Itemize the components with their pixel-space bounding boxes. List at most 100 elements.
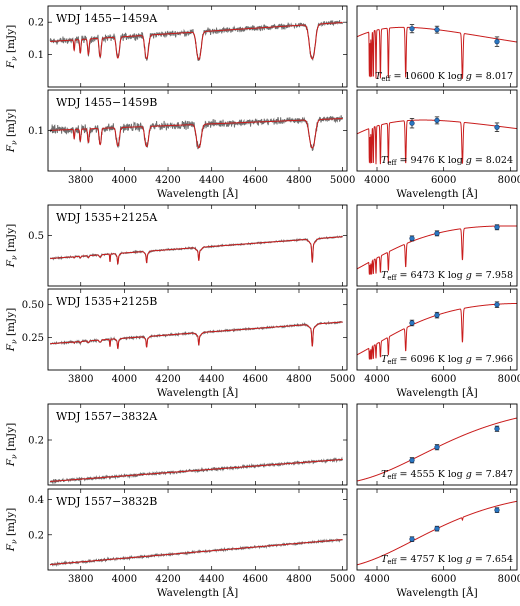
teff-logg-label: Teff = 6096 K log g = 7.966 xyxy=(381,354,513,366)
spectrum-xtick-label: 4800 xyxy=(286,175,311,186)
spectrum-xtick-label: 3800 xyxy=(68,175,93,186)
spectrum-ytick-label: 0.2 xyxy=(28,530,44,541)
logg-value: = 7.847 xyxy=(472,469,513,480)
sed-photometry-point xyxy=(434,444,440,450)
y-label-symbol: F xyxy=(5,343,17,352)
teff-value: = 6096 K log xyxy=(397,354,466,365)
spectrum-xtick-label: 4400 xyxy=(199,175,224,186)
model-spectrum xyxy=(50,539,343,566)
y-label-unit: [mJy] xyxy=(5,308,17,340)
sed-xtick-label: 4000 xyxy=(364,175,389,186)
teff-subscript: eff xyxy=(387,358,397,366)
model-spectrum xyxy=(50,458,343,482)
spectrum-panel-1455A: 0.1 0.2 WDJ 1455−1459A Fν [mJy] xyxy=(5,5,348,88)
sed-xtick-label: 4000 xyxy=(364,574,389,585)
spectrum-xtick-label: 3800 xyxy=(68,574,93,585)
spectrum-frame xyxy=(47,204,348,287)
teff-symbol: T xyxy=(381,354,388,365)
teff-logg-label: Teff = 4757 K log g = 7.654 xyxy=(381,554,513,566)
y-label-unit: [mJy] xyxy=(5,109,17,141)
spectrum-xtick-label: 4000 xyxy=(112,175,137,186)
spectrum-xtick-label: 4000 xyxy=(112,374,137,385)
y-label-subscript: ν xyxy=(10,539,19,544)
logg-symbol: g xyxy=(466,155,472,166)
sed-photometry-point xyxy=(409,120,415,126)
spectrum-ytick-label: 0.5 xyxy=(28,231,44,242)
y-label-symbol: F xyxy=(5,543,17,552)
y-label-subscript: ν xyxy=(10,339,19,344)
spectrum-frame xyxy=(47,403,348,486)
spectrum-panel-1535B: 0.25 0.50 3800 4000 4200 4400 4600 4800 5000 WDJ … xyxy=(5,288,355,385)
spectrum-frame xyxy=(47,288,348,371)
logg-value: = 8.024 xyxy=(472,155,513,166)
logg-symbol: g xyxy=(466,554,472,565)
y-label-unit: [mJy] xyxy=(5,508,17,540)
panel-title: WDJ 1557−3832B xyxy=(56,495,157,508)
logg-symbol: g xyxy=(466,270,472,281)
logg-symbol: g xyxy=(466,354,472,365)
sed-frame xyxy=(356,5,518,88)
sed-xtick-label: 4000 xyxy=(364,374,389,385)
spectrum-xtick-label: 4200 xyxy=(155,574,180,585)
sed-frame xyxy=(356,488,518,571)
y-axis-label: Fν [mJy] xyxy=(5,508,19,553)
spectrum-xtick-label: 4400 xyxy=(199,374,224,385)
sed-panel-1557A: Teff = 4555 K log g = 7.847 xyxy=(356,403,518,486)
model-spectrum xyxy=(50,118,343,149)
spectrum-panel-1535A: 0.5 WDJ 1535+2125A Fν [mJy] xyxy=(5,204,348,287)
panel-title: WDJ 1455−1459B xyxy=(56,96,157,109)
y-label-subscript: ν xyxy=(10,454,19,459)
spectrum-xtick-label: 4200 xyxy=(155,374,180,385)
y-label-subscript: ν xyxy=(10,140,19,145)
sed-photometry-point xyxy=(409,235,415,242)
sed-frame xyxy=(356,204,518,287)
x-axis-label-sed: Wavelength [Å] xyxy=(396,186,477,200)
y-label-subscript: ν xyxy=(10,56,19,61)
y-label-unit: [mJy] xyxy=(5,423,17,455)
spectrum-xtick-label: 4800 xyxy=(286,574,311,585)
y-axis-label: Fν [mJy] xyxy=(5,423,19,468)
sed-panel-1557B: 4000 6000 8000 Teff = 4757 K log g = 7.654 xyxy=(356,488,520,585)
sed-panel-1455B: 4000 6000 8000 Teff = 9476 K log g = 8.024 xyxy=(356,89,520,186)
sed-xtick-label: 6000 xyxy=(431,175,456,186)
teff-logg-label: Teff = 4555 K log g = 7.847 xyxy=(381,469,513,481)
spectrum-xtick-label: 4600 xyxy=(243,175,268,186)
spectrum-frame xyxy=(47,488,348,571)
logg-value: = 7.966 xyxy=(472,354,513,365)
spectrum-xtick-label: 4600 xyxy=(243,374,268,385)
teff-subscript: eff xyxy=(387,274,397,282)
spectrum-xtick-label: 4200 xyxy=(155,175,180,186)
spectrum-ytick-label: 0.2 xyxy=(28,18,44,29)
y-label-symbol: F xyxy=(5,458,17,467)
spectrum-ytick-label: 0.1 xyxy=(28,50,44,61)
spectrum-xtick-label: 3800 xyxy=(68,374,93,385)
x-axis-label-sed: Wavelength [Å] xyxy=(396,385,477,399)
spectrum-ytick-label: 0.25 xyxy=(22,333,44,344)
teff-value: = 10600 K log xyxy=(390,71,465,82)
y-axis-label: Fν [mJy] xyxy=(5,224,19,269)
panel-title: WDJ 1557−3832A xyxy=(56,410,158,423)
spectrum-xtick-label: 5000 xyxy=(330,175,355,186)
spectrum-xtick-label: 5000 xyxy=(330,374,355,385)
spectrum-xtick-label: 4400 xyxy=(199,574,224,585)
spectrum-ytick-label: 0.2 xyxy=(28,436,44,447)
spectrum-frame xyxy=(47,5,348,88)
sed-photometry-point xyxy=(409,320,415,326)
spectrum-xtick-label: 5000 xyxy=(330,574,355,585)
sed-panel-1535A: Teff = 6473 K log g = 7.958 xyxy=(356,204,518,287)
sed-xtick-label: 8000 xyxy=(498,574,520,585)
logg-symbol: g xyxy=(466,469,472,480)
x-axis-label-spectrum: Wavelength [Å] xyxy=(157,585,238,599)
model-spectrum xyxy=(50,236,343,265)
teff-value: = 4757 K log xyxy=(397,554,466,565)
panel-title: WDJ 1455−1459A xyxy=(56,12,158,25)
teff-symbol: T xyxy=(381,155,388,166)
panel-title: WDJ 1535+2125A xyxy=(56,211,158,224)
y-label-symbol: F xyxy=(5,144,17,153)
spectrum-panel-1455B: 0.1 3800 4000 4200 4400 4600 4800 5000 WDJ 1455−… xyxy=(5,89,355,186)
sed-photometry-point xyxy=(409,457,415,463)
sed-model-curve xyxy=(357,302,517,360)
sed-xtick-label: 8000 xyxy=(498,374,520,385)
logg-value: = 7.654 xyxy=(472,554,513,565)
